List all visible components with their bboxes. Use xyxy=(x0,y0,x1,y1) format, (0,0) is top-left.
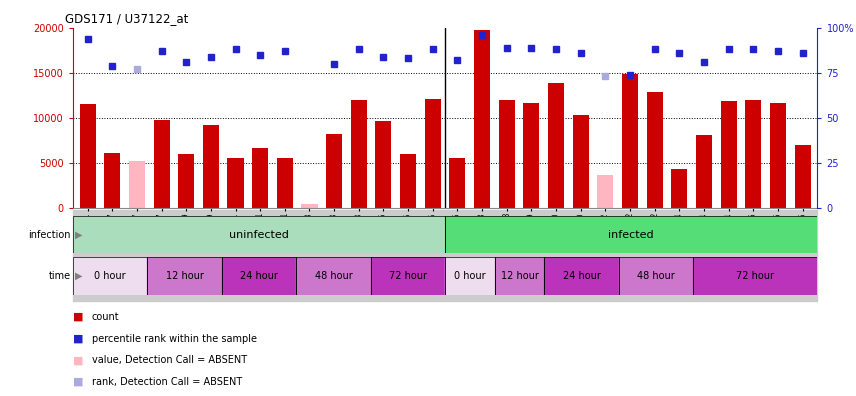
Bar xyxy=(495,257,544,295)
Bar xyxy=(80,104,96,208)
Bar xyxy=(499,100,514,208)
Text: 24 hour: 24 hour xyxy=(562,271,601,281)
Bar xyxy=(376,122,391,208)
Bar xyxy=(276,158,293,208)
Bar xyxy=(351,100,367,208)
Text: value, Detection Call = ABSENT: value, Detection Call = ABSENT xyxy=(92,355,247,366)
Text: ■: ■ xyxy=(73,333,83,344)
Bar xyxy=(573,115,589,208)
Bar xyxy=(222,257,296,295)
Bar xyxy=(696,135,712,208)
Bar xyxy=(400,154,416,208)
Text: ▶: ▶ xyxy=(74,271,82,281)
Bar xyxy=(445,216,817,253)
Text: 0 hour: 0 hour xyxy=(94,271,126,281)
Bar xyxy=(523,103,539,208)
Text: 72 hour: 72 hour xyxy=(389,271,427,281)
Text: infected: infected xyxy=(609,230,654,240)
Text: infection: infection xyxy=(28,230,71,240)
Bar xyxy=(619,257,693,295)
Text: 12 hour: 12 hour xyxy=(501,271,538,281)
Bar xyxy=(228,158,243,208)
Bar xyxy=(73,216,445,253)
Bar xyxy=(721,101,737,208)
Text: ■: ■ xyxy=(73,355,83,366)
Text: 48 hour: 48 hour xyxy=(637,271,675,281)
Bar xyxy=(619,257,693,295)
Text: ▶: ▶ xyxy=(74,230,82,240)
Bar xyxy=(449,158,466,208)
Bar xyxy=(253,148,268,208)
Text: ■: ■ xyxy=(73,312,83,322)
Text: percentile rank within the sample: percentile rank within the sample xyxy=(92,333,257,344)
Bar xyxy=(147,257,222,295)
Bar xyxy=(693,257,817,295)
Bar xyxy=(474,30,490,208)
Bar xyxy=(203,125,219,208)
Text: uninfected: uninfected xyxy=(229,230,288,240)
Bar xyxy=(73,257,147,295)
Bar xyxy=(104,153,120,208)
Bar xyxy=(622,74,638,208)
Bar xyxy=(770,103,786,208)
Bar xyxy=(371,257,445,295)
Bar xyxy=(671,169,687,208)
Text: rank, Detection Call = ABSENT: rank, Detection Call = ABSENT xyxy=(92,377,242,387)
Text: 0 hour: 0 hour xyxy=(455,271,485,281)
Bar xyxy=(301,204,318,208)
Bar xyxy=(73,216,445,253)
Bar xyxy=(548,83,564,208)
Bar xyxy=(296,257,371,295)
Text: 12 hour: 12 hour xyxy=(165,271,204,281)
Bar xyxy=(445,257,495,295)
Bar xyxy=(597,175,614,208)
Bar xyxy=(693,257,817,295)
Text: count: count xyxy=(92,312,119,322)
Text: GDS171 / U37122_at: GDS171 / U37122_at xyxy=(65,12,188,25)
Bar xyxy=(794,145,811,208)
Bar xyxy=(544,257,619,295)
Bar xyxy=(495,257,544,295)
Bar xyxy=(544,257,619,295)
Bar xyxy=(222,257,296,295)
Bar xyxy=(153,120,169,208)
Bar xyxy=(326,134,342,208)
Text: 72 hour: 72 hour xyxy=(736,271,775,281)
Bar xyxy=(129,161,145,208)
Bar xyxy=(73,257,147,295)
Bar xyxy=(445,257,495,295)
Bar xyxy=(296,257,371,295)
Text: time: time xyxy=(49,271,71,281)
Bar xyxy=(147,257,222,295)
Bar xyxy=(425,99,441,208)
Text: 48 hour: 48 hour xyxy=(314,271,353,281)
Text: ■: ■ xyxy=(73,377,83,387)
Bar xyxy=(371,257,445,295)
Bar xyxy=(178,154,194,208)
Bar xyxy=(746,100,761,208)
Bar xyxy=(647,92,663,208)
Text: 24 hour: 24 hour xyxy=(240,271,278,281)
Bar xyxy=(445,216,817,253)
